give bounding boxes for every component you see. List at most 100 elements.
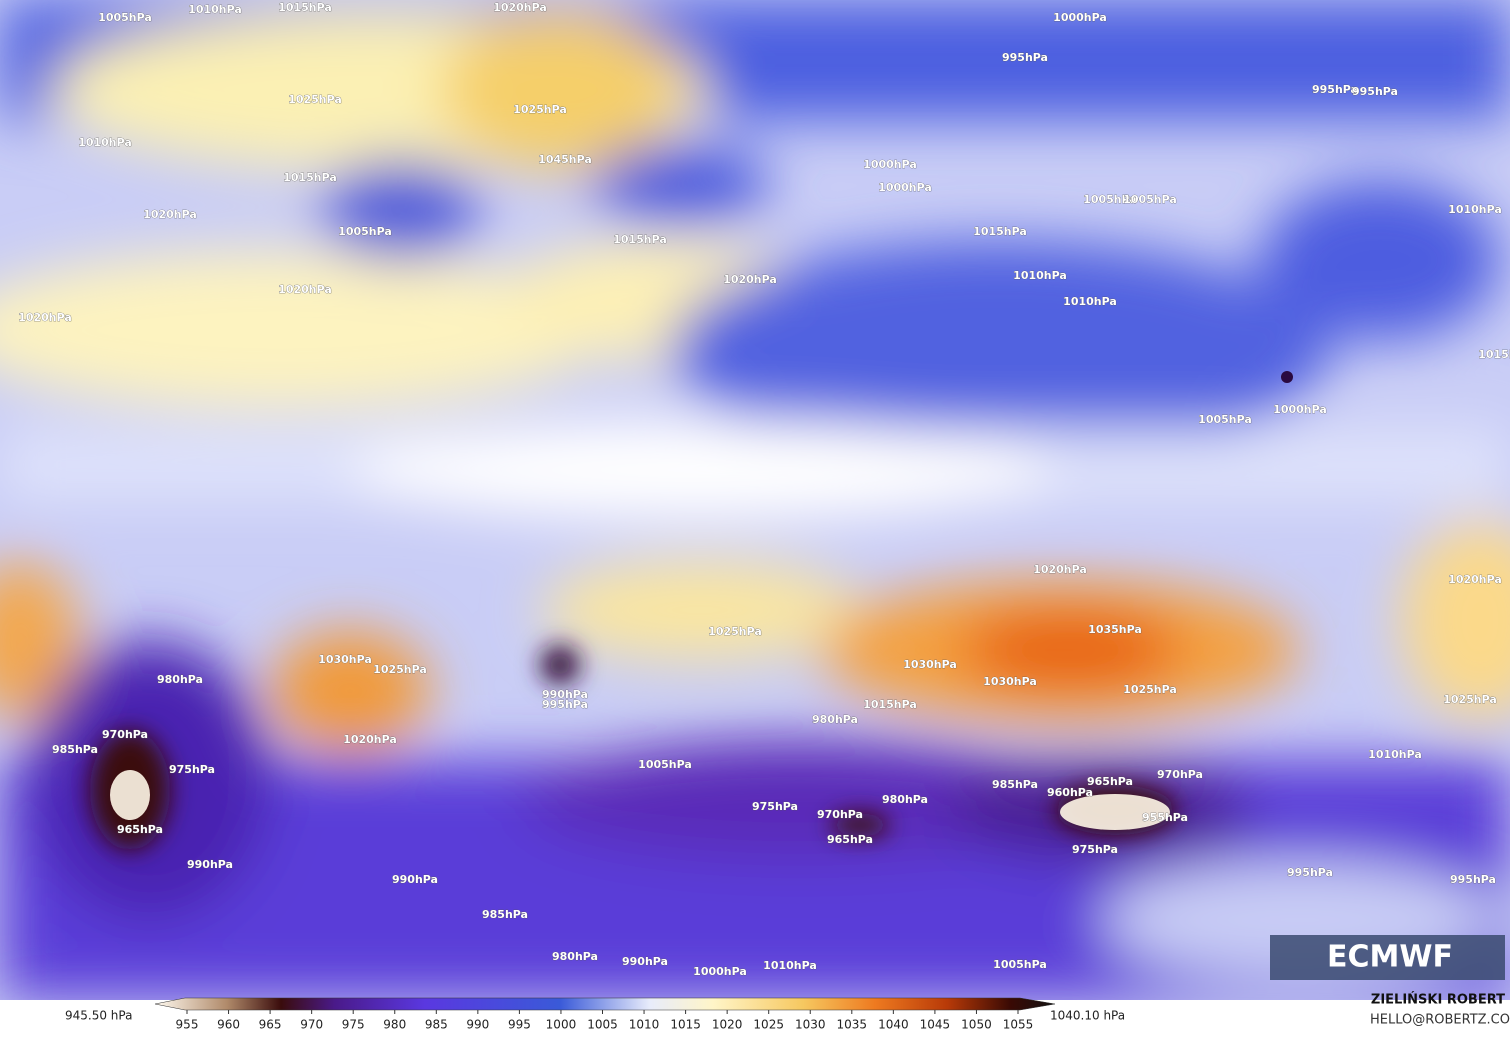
logo-box bbox=[1270, 935, 1505, 980]
contour-label: 1020hPa bbox=[1448, 573, 1502, 586]
contour-label: 970hPa bbox=[102, 728, 148, 741]
colorbar-tick-label: 1030 bbox=[795, 1018, 826, 1032]
contour-label: 1025hPa bbox=[708, 625, 762, 638]
contour-label: 995hPa bbox=[1450, 873, 1496, 886]
contour-label: 985hPa bbox=[52, 743, 98, 756]
contour-label: 960hPa bbox=[1047, 786, 1093, 799]
contour-label: 1010hPa bbox=[1013, 269, 1067, 282]
contact: HELLO@ROBERTZ.CO bbox=[1370, 1013, 1510, 1028]
contour-label: 1025hPa bbox=[513, 103, 567, 116]
colorbar-tick-label: 1040 bbox=[878, 1018, 909, 1032]
contour-label: 995hPa bbox=[1002, 51, 1048, 64]
contour-label: 1020hPa bbox=[1033, 563, 1087, 576]
contour-labels: 1020hPa 1015hPa 1010hPa 1005hPa 1000hPa 1025h… bbox=[18, 1, 1510, 979]
contour-label: 980hPa bbox=[552, 950, 598, 963]
colorbar-tick-label: 1045 bbox=[920, 1018, 951, 1032]
contour-label: 1020hPa bbox=[278, 283, 332, 296]
contour-label: 975hPa bbox=[169, 763, 215, 776]
contour-label: 980hPa bbox=[812, 713, 858, 726]
field bbox=[0, 0, 1510, 1000]
contour-label: 1020hPa bbox=[343, 733, 397, 746]
contour-label: 990hPa bbox=[187, 858, 233, 871]
contour-label: 1010hPa bbox=[1063, 295, 1117, 308]
colorbar-tick-label: 1035 bbox=[837, 1018, 868, 1032]
contour-label: 1010hPa bbox=[1368, 748, 1422, 761]
contour-label: 965hPa bbox=[1087, 775, 1133, 788]
contour-label: 990hPa bbox=[392, 873, 438, 886]
colorbar-ticks: 955 960 965 970 975 980 985 990 995 1000 1005 1010 1… bbox=[176, 1010, 1034, 1032]
contour-label: 1005hPa bbox=[1123, 193, 1177, 206]
contour-label: 1010hPa bbox=[188, 3, 242, 16]
contour-label: 980hPa bbox=[157, 673, 203, 686]
contour-label: 975hPa bbox=[752, 800, 798, 813]
contour-label: 1005hPa bbox=[993, 958, 1047, 971]
contour-label: 1025hPa bbox=[1443, 693, 1497, 706]
contour-label: 990hPa bbox=[542, 688, 588, 701]
contour-label: 1000hPa bbox=[878, 181, 932, 194]
contour-label: 1015hPa bbox=[278, 1, 332, 14]
contour-label: 1010hPa bbox=[763, 959, 817, 972]
contour-label: 965hPa bbox=[827, 833, 873, 846]
contour-label: 1000hPa bbox=[1053, 11, 1107, 24]
colorbar-tick-label: 960 bbox=[217, 1018, 240, 1032]
colorbar bbox=[154, 997, 1056, 1011]
contour-label: 990hPa bbox=[622, 955, 668, 968]
contour-label: 1005hPa bbox=[338, 225, 392, 238]
colorbar-tick-label: 1050 bbox=[961, 1018, 992, 1032]
contour-label: 1005hPa bbox=[1198, 413, 1252, 426]
contour-label: 995hPa bbox=[1312, 83, 1358, 96]
contour-label: 1015hPa bbox=[863, 698, 917, 711]
contour-label: 1010hPa bbox=[1448, 203, 1502, 216]
colorbar-tick-label: 1010 bbox=[629, 1018, 660, 1032]
contour-label: 980hPa bbox=[882, 793, 928, 806]
contour-label: 985hPa bbox=[992, 778, 1038, 791]
colorbar-tick-label: 990 bbox=[466, 1018, 489, 1032]
contour-label: 1020hPa bbox=[18, 311, 72, 324]
colorbar-tick-label: 1020 bbox=[712, 1018, 743, 1032]
contour-label: 1035hPa bbox=[1088, 623, 1142, 636]
colorbar-tick-label: 955 bbox=[176, 1018, 199, 1032]
contour-label: 970hPa bbox=[817, 808, 863, 821]
contour-label: 1000hPa bbox=[1273, 403, 1327, 416]
colorbar-tick-label: 985 bbox=[425, 1018, 448, 1032]
contour-label: 1015hPa bbox=[1478, 348, 1510, 361]
contour-label: 1015hPa bbox=[283, 171, 337, 184]
contour-label: 965hPa bbox=[117, 823, 163, 836]
colorbar-tick-label: 1015 bbox=[670, 1018, 701, 1032]
logo: ECMWF bbox=[1327, 940, 1453, 975]
contour-label: 1045hPa bbox=[538, 153, 592, 166]
contour-label: 1030hPa bbox=[318, 653, 372, 666]
contour-label: 1005hPa bbox=[1083, 193, 1137, 206]
colorbar-max: 1040.10 hPa bbox=[1050, 1009, 1125, 1023]
contour-label: 1000hPa bbox=[863, 158, 917, 171]
contour-label: 1020hPa bbox=[143, 208, 197, 221]
contour-label: 1005hPa bbox=[638, 758, 692, 771]
contour-label: 1020hPa bbox=[723, 273, 777, 286]
colorbar-tick-label: 1055 bbox=[1003, 1018, 1034, 1032]
contour-label: 1025hPa bbox=[288, 93, 342, 106]
contour-label: 1025hPa bbox=[373, 663, 427, 676]
colorbar-tick-label: 965 bbox=[259, 1018, 282, 1032]
colorbar-tick-label: 975 bbox=[342, 1018, 365, 1032]
colorbar-min: 945.50 hPa bbox=[65, 1009, 132, 1023]
contour-label: 1030hPa bbox=[983, 675, 1037, 688]
colorbar-tick-label: 1000 bbox=[546, 1018, 577, 1032]
contour-label: 995hPa bbox=[542, 698, 588, 711]
contour-label: 1010hPa bbox=[78, 136, 132, 149]
contour-label: 1000hPa bbox=[693, 965, 747, 978]
contour-label: 970hPa bbox=[1157, 768, 1203, 781]
contour-label: 995hPa bbox=[1352, 85, 1398, 98]
contour-label: 955hPa bbox=[1142, 811, 1188, 824]
colorbar-tick-label: 995 bbox=[508, 1018, 531, 1032]
contour-label: 975hPa bbox=[1072, 843, 1118, 856]
contour-label: 1015hPa bbox=[613, 233, 667, 246]
contour-label: 1015hPa bbox=[973, 225, 1027, 238]
contour-label: 1020hPa bbox=[493, 1, 547, 14]
colorbar-tick-label: 1025 bbox=[753, 1018, 784, 1032]
contour-label: 1005hPa bbox=[98, 11, 152, 24]
contour-label: 985hPa bbox=[482, 908, 528, 921]
colorbar-tick-label: 980 bbox=[383, 1018, 406, 1032]
contour-label: 995hPa bbox=[1287, 866, 1333, 879]
